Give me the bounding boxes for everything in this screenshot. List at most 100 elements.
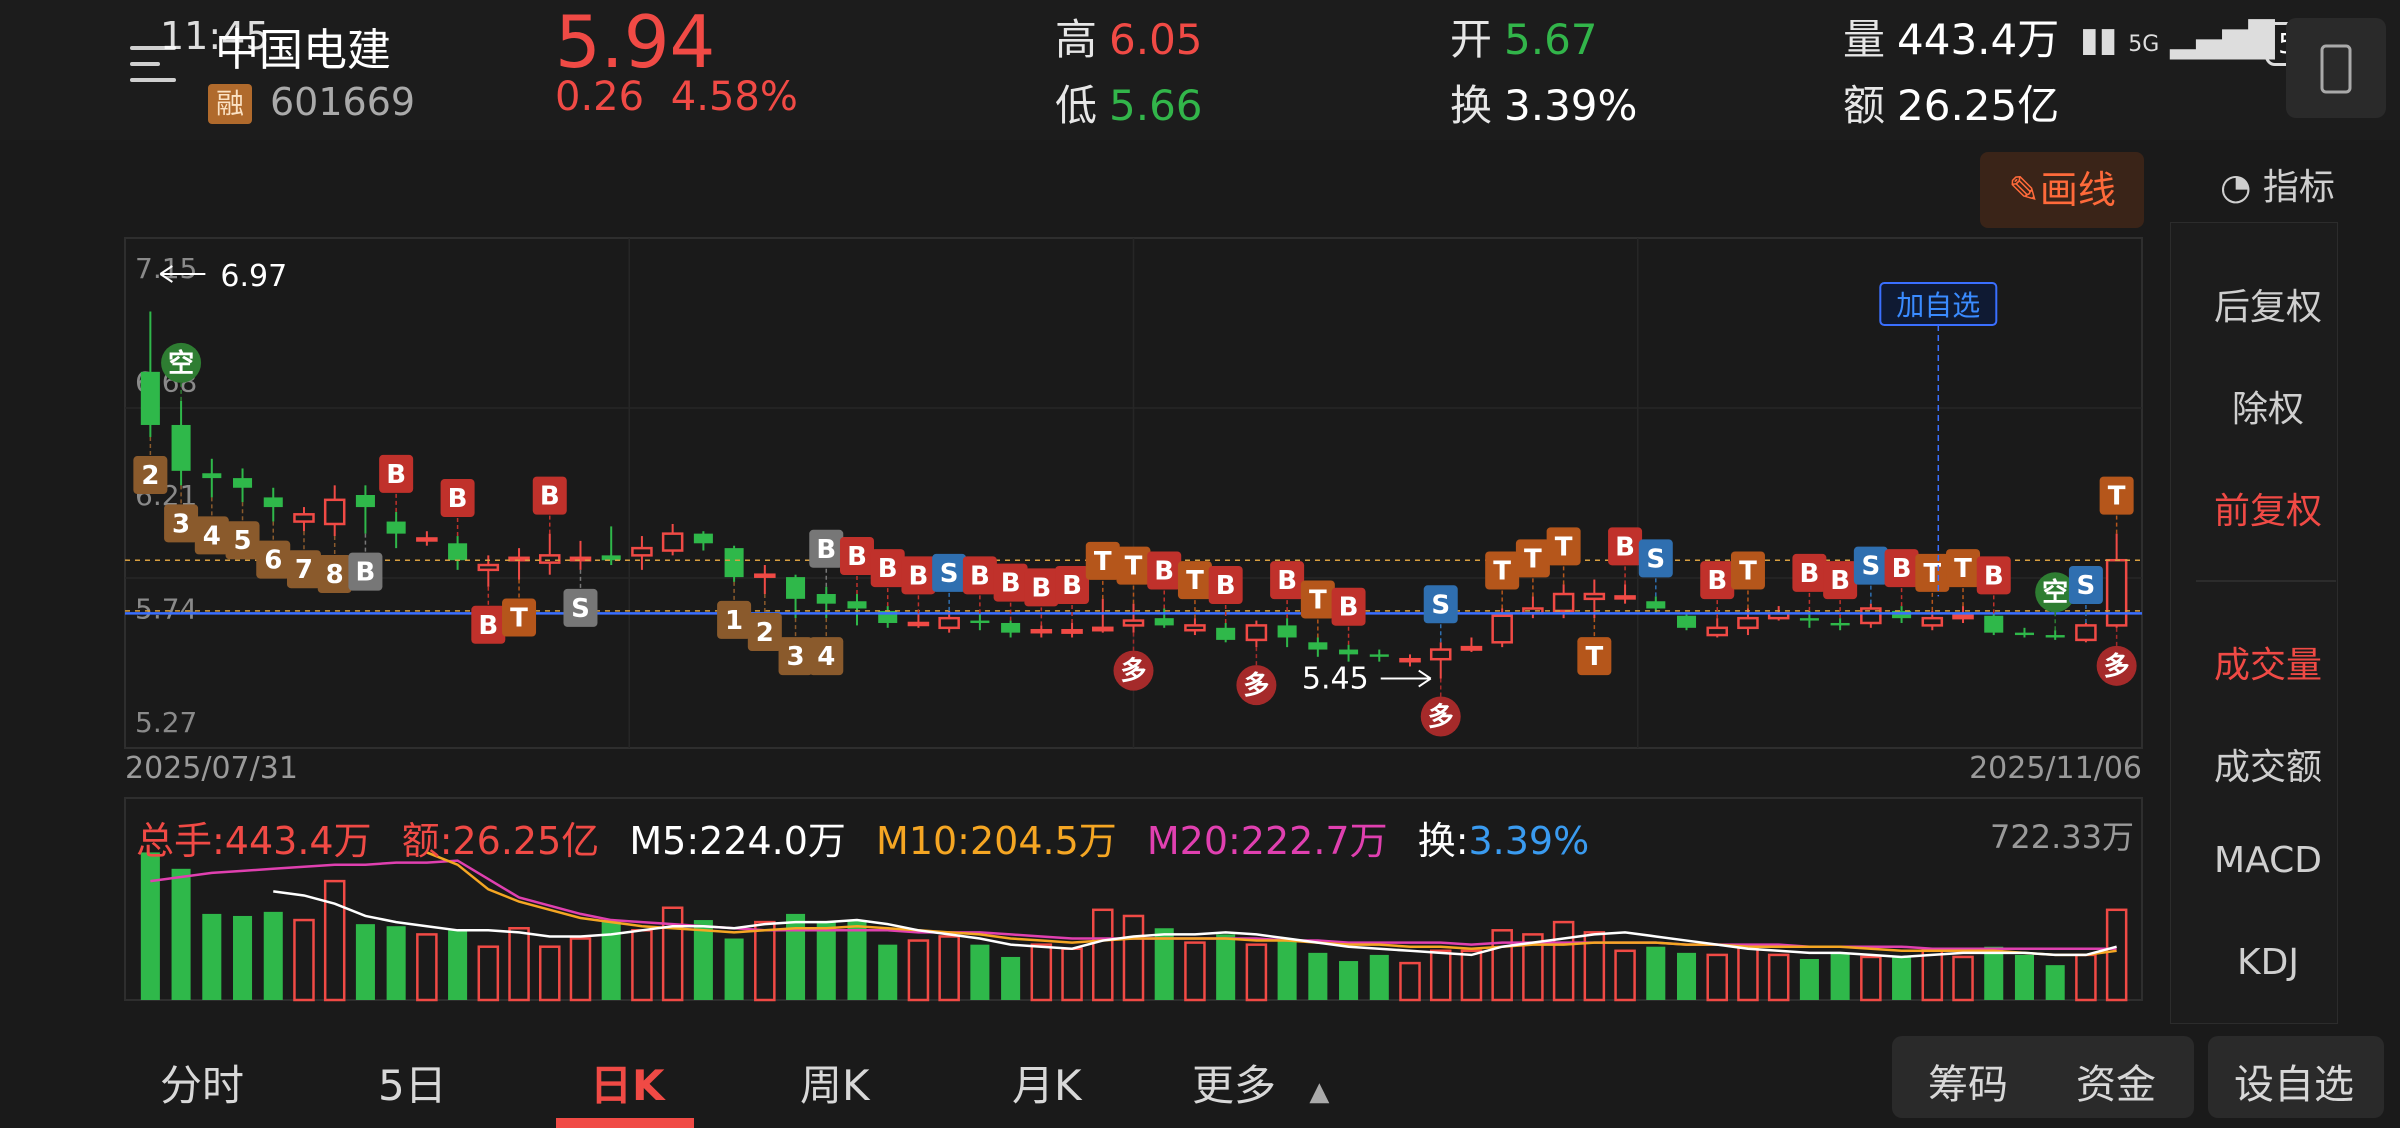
vol-turnover-label: 换: xyxy=(1417,819,1469,863)
signal-label: B xyxy=(540,482,560,512)
signal-label: S xyxy=(2077,571,2096,601)
side-post-adjust[interactable]: 后复权 xyxy=(2213,287,2322,328)
candle-body xyxy=(1737,616,1759,630)
device-switch-button[interactable] xyxy=(2286,18,2386,118)
volume-bar xyxy=(1892,956,1912,1000)
side-amount[interactable]: 成交额 xyxy=(2213,747,2322,788)
volume-bar xyxy=(970,944,990,1000)
candle-body xyxy=(2045,635,2065,638)
signal-badge xyxy=(1515,539,1550,578)
volume-bar xyxy=(1522,933,1544,1002)
signal-badge xyxy=(1915,553,1950,592)
signal-label: B xyxy=(1892,554,1912,584)
signal-badge xyxy=(839,537,874,576)
volume-bar xyxy=(355,924,375,1000)
quote-low-key: 低 xyxy=(1055,81,1098,130)
tab-weekly-k[interactable]: 周K xyxy=(800,1061,870,1110)
vol-m20: M20:222.7万 xyxy=(1146,819,1388,863)
candle-body xyxy=(416,537,438,542)
vol-total: 总手:443.4万 xyxy=(136,819,372,863)
signal-bars-icon: ▂▄▆█ xyxy=(2170,20,2275,60)
signal-label: B xyxy=(970,561,990,591)
candle-body xyxy=(1460,645,1483,651)
active-tab-indicator xyxy=(556,1118,694,1128)
tab-daily-k[interactable]: 日K xyxy=(590,1061,665,1110)
candle-body xyxy=(754,573,776,578)
candle-body xyxy=(1614,595,1636,600)
candle-body xyxy=(1245,624,1268,642)
candle-body xyxy=(1676,615,1697,628)
volume-bar xyxy=(1245,943,1268,1002)
chips-button[interactable]: 筹码 xyxy=(1928,1062,2008,1108)
signal-label: S xyxy=(940,559,959,589)
add-watch-marker-label: 加自选 xyxy=(1896,289,1980,322)
signal-label: B xyxy=(1615,532,1635,562)
volume-bar xyxy=(1767,953,1790,1002)
signal-badge xyxy=(1085,541,1120,580)
signal-label: B xyxy=(909,561,929,591)
candle-body xyxy=(355,495,375,508)
indicator-button[interactable]: ◔ 指标 xyxy=(2220,158,2335,210)
tab-5day[interactable]: 5日 xyxy=(378,1061,447,1110)
y-tick-label: 7.15 xyxy=(135,252,197,285)
signal-badge xyxy=(1113,650,1154,691)
quote-amount-key: 额 xyxy=(1843,81,1886,130)
quote-turnover: 换 3.39% xyxy=(1450,72,1637,133)
current-price: 5.94 xyxy=(555,0,716,84)
side-kdj[interactable]: KDJ xyxy=(2237,942,2299,983)
quote-turnover-value: 3.39% xyxy=(1504,81,1638,130)
candle-body xyxy=(1216,627,1236,640)
signal-badge xyxy=(1300,580,1335,619)
status-icons: ▮▮ 5G ▂▄▆█ xyxy=(2080,20,2275,60)
signal-badge xyxy=(502,598,537,637)
menu-icon[interactable] xyxy=(130,40,182,88)
quote-high: 高 6.05 xyxy=(1055,6,1203,67)
funds-button[interactable]: 资金 xyxy=(2076,1062,2156,1108)
signal-badge xyxy=(962,556,997,595)
signal-badge xyxy=(993,563,1028,602)
candle-body xyxy=(1308,642,1328,650)
tab-more[interactable]: 更多 ▲ xyxy=(1192,1052,1329,1113)
signal-badge xyxy=(809,637,844,676)
tab-monthly-k[interactable]: 月K xyxy=(1012,1061,1082,1110)
signal-badge xyxy=(317,555,352,594)
signal-label: T xyxy=(1555,532,1573,562)
volume-bar xyxy=(1308,952,1328,1000)
candle-body xyxy=(1184,624,1206,632)
signal-label: B xyxy=(1707,566,1727,596)
volume-bar xyxy=(508,927,530,1002)
candle-body xyxy=(2014,632,2034,636)
add-watchlist-button[interactable]: 设自选 xyxy=(2234,1062,2354,1108)
candle-body xyxy=(816,594,836,604)
side-macd[interactable]: MACD xyxy=(2214,840,2322,881)
signal-badge xyxy=(1420,696,1461,737)
signal-label: 多 xyxy=(1243,671,1269,701)
signal-label: B xyxy=(1062,571,1082,601)
volume-bar xyxy=(631,929,653,1002)
volume-bar xyxy=(847,920,867,1000)
signal-badge xyxy=(1853,546,1888,585)
tab-intraday[interactable]: 分时 xyxy=(160,1061,245,1110)
draw-line-button[interactable]: ✎画线 xyxy=(1980,152,2144,228)
candle-body xyxy=(233,478,253,488)
side-volume[interactable]: 成交量 xyxy=(2213,645,2322,686)
volume-bar xyxy=(938,935,960,1002)
ma10-line xyxy=(426,851,2117,957)
y-tick-label: 5.74 xyxy=(135,593,197,626)
signal-label: 空 xyxy=(168,348,194,379)
change-amount: 0.26 xyxy=(555,74,645,120)
candle-body xyxy=(661,532,684,552)
signal-badge xyxy=(1976,556,2011,595)
candle-body xyxy=(538,554,561,564)
side-ex-rights[interactable]: 除权 xyxy=(2231,389,2304,430)
signal-label: T xyxy=(2108,482,2126,512)
volume-bar xyxy=(1646,946,1666,1000)
signal-label: T xyxy=(1739,557,1757,587)
side-pre-adjust[interactable]: 前复权 xyxy=(2213,491,2322,532)
volume-bar xyxy=(1614,949,1636,1002)
volume-bar xyxy=(293,918,315,1002)
candle-body xyxy=(386,521,406,534)
volume-bar xyxy=(1001,956,1021,1000)
candle-body xyxy=(1277,625,1297,638)
